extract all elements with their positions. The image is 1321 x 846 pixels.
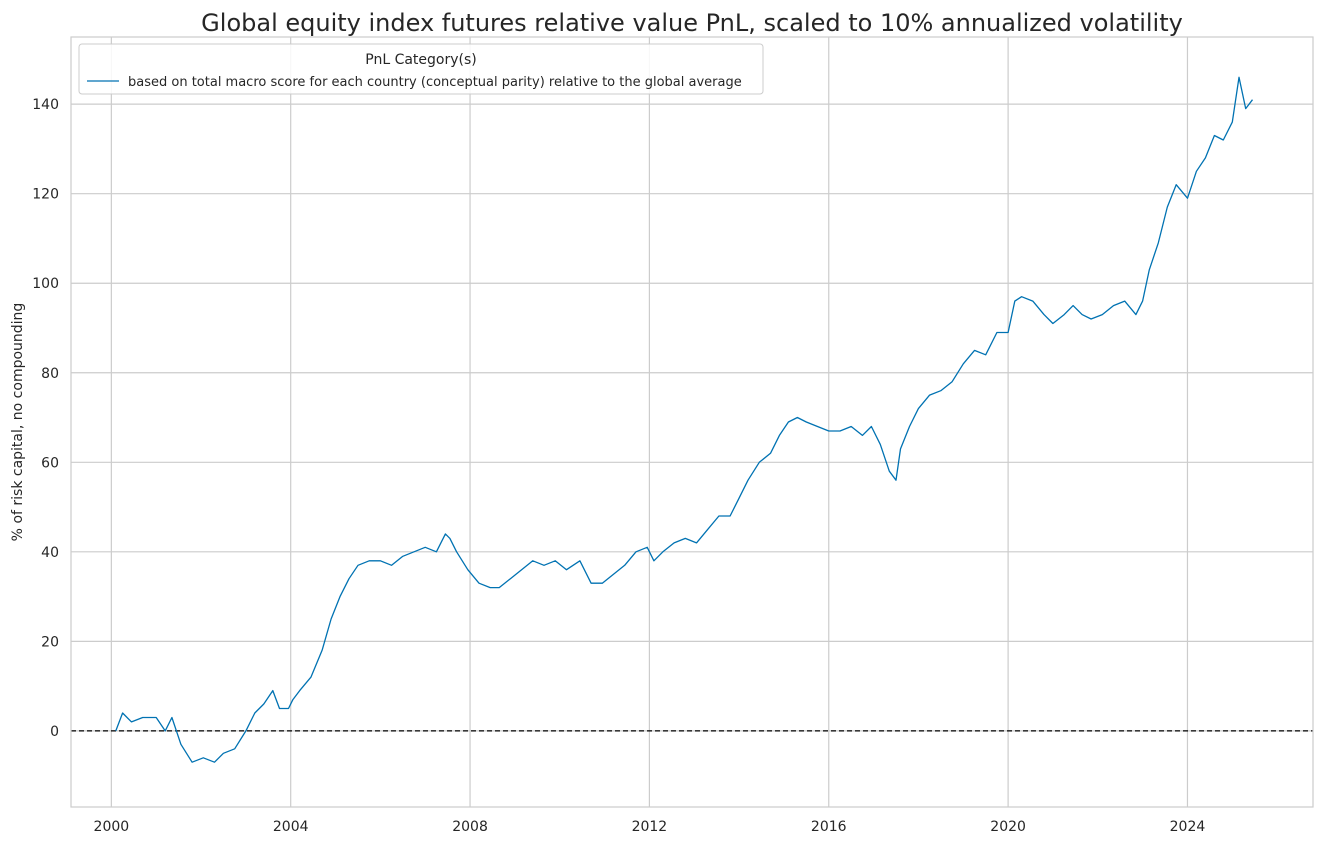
legend-box xyxy=(78,43,764,95)
y-tick-label-120: 120 xyxy=(32,187,59,203)
x-tick-label-2016: 2016 xyxy=(811,819,847,835)
plot-area xyxy=(71,37,1313,807)
y-tick-label-20: 20 xyxy=(41,634,59,650)
y-tick-label-0: 0 xyxy=(50,724,59,740)
x-tick-label-2012: 2012 xyxy=(632,819,668,835)
x-tick-label-2008: 2008 xyxy=(452,819,488,835)
x-tick-label-2000: 2000 xyxy=(94,819,130,835)
y-axis-label: % of risk capital, no compounding xyxy=(10,303,26,542)
y-tick-label-40: 40 xyxy=(41,545,59,561)
y-tick-label-100: 100 xyxy=(32,276,59,292)
x-tick-label-2024: 2024 xyxy=(1170,819,1206,835)
y-tick-label-140: 140 xyxy=(32,97,59,113)
legend-entry-label: based on total macro score for each coun… xyxy=(128,75,742,90)
plot-frame xyxy=(70,36,1314,808)
x-tick-label-2004: 2004 xyxy=(273,819,309,835)
x-tick-label-2020: 2020 xyxy=(990,819,1026,835)
series-line-0 xyxy=(115,76,1254,763)
grid-lines xyxy=(71,37,1313,807)
series-layer xyxy=(115,76,1254,763)
y-tick-label-80: 80 xyxy=(41,366,59,382)
legend-title: PnL Category(s) xyxy=(365,52,477,68)
chart-title: Global equity index futures relative val… xyxy=(201,9,1183,37)
y-tick-labels: 0 20 40 60 80 100 120 140 xyxy=(32,97,59,740)
y-tick-label-60: 60 xyxy=(41,455,59,471)
legend: PnL Category(s) based on total macro sco… xyxy=(78,43,764,95)
x-tick-labels: 2000 2004 2008 2012 2016 2020 2024 xyxy=(94,819,1206,835)
